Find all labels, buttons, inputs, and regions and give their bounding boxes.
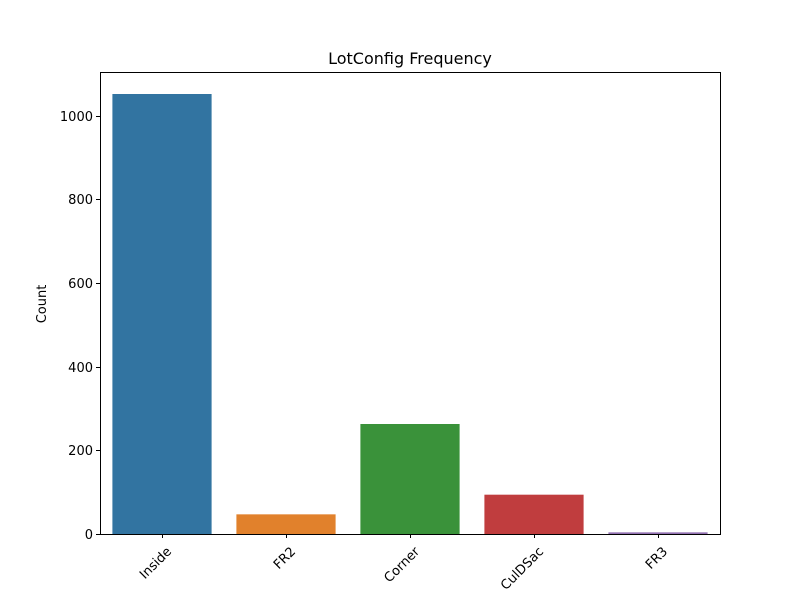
y-tick-label: 1000 bbox=[60, 110, 93, 125]
bar-fr3 bbox=[608, 532, 708, 534]
bars bbox=[112, 94, 708, 534]
x-tick-label: Inside bbox=[137, 544, 175, 582]
bar-corner bbox=[360, 424, 460, 534]
y-tick-label: 400 bbox=[68, 361, 93, 376]
x-tick-label: FR2 bbox=[271, 544, 299, 572]
y-axis-label: Count bbox=[35, 285, 50, 324]
y-tick-label: 0 bbox=[85, 528, 93, 543]
y-axis: 0 200 400 600 800 1000 bbox=[60, 110, 100, 543]
plot-frame bbox=[100, 72, 721, 535]
x-tick-label: FR3 bbox=[643, 544, 671, 572]
y-tick-label: 800 bbox=[68, 193, 93, 208]
bar-culdsac bbox=[484, 494, 584, 534]
bar-fr2 bbox=[236, 514, 336, 534]
y-tick-label: 200 bbox=[68, 444, 93, 459]
y-tick-label: 600 bbox=[68, 277, 93, 292]
chart-title: LotConfig Frequency bbox=[328, 49, 492, 68]
bar-inside bbox=[112, 94, 212, 534]
x-tick-label: Corner bbox=[382, 544, 424, 586]
x-axis: Inside FR2 Corner CulDSac FR3 bbox=[137, 534, 671, 593]
x-tick-label: CulDSac bbox=[498, 544, 547, 593]
